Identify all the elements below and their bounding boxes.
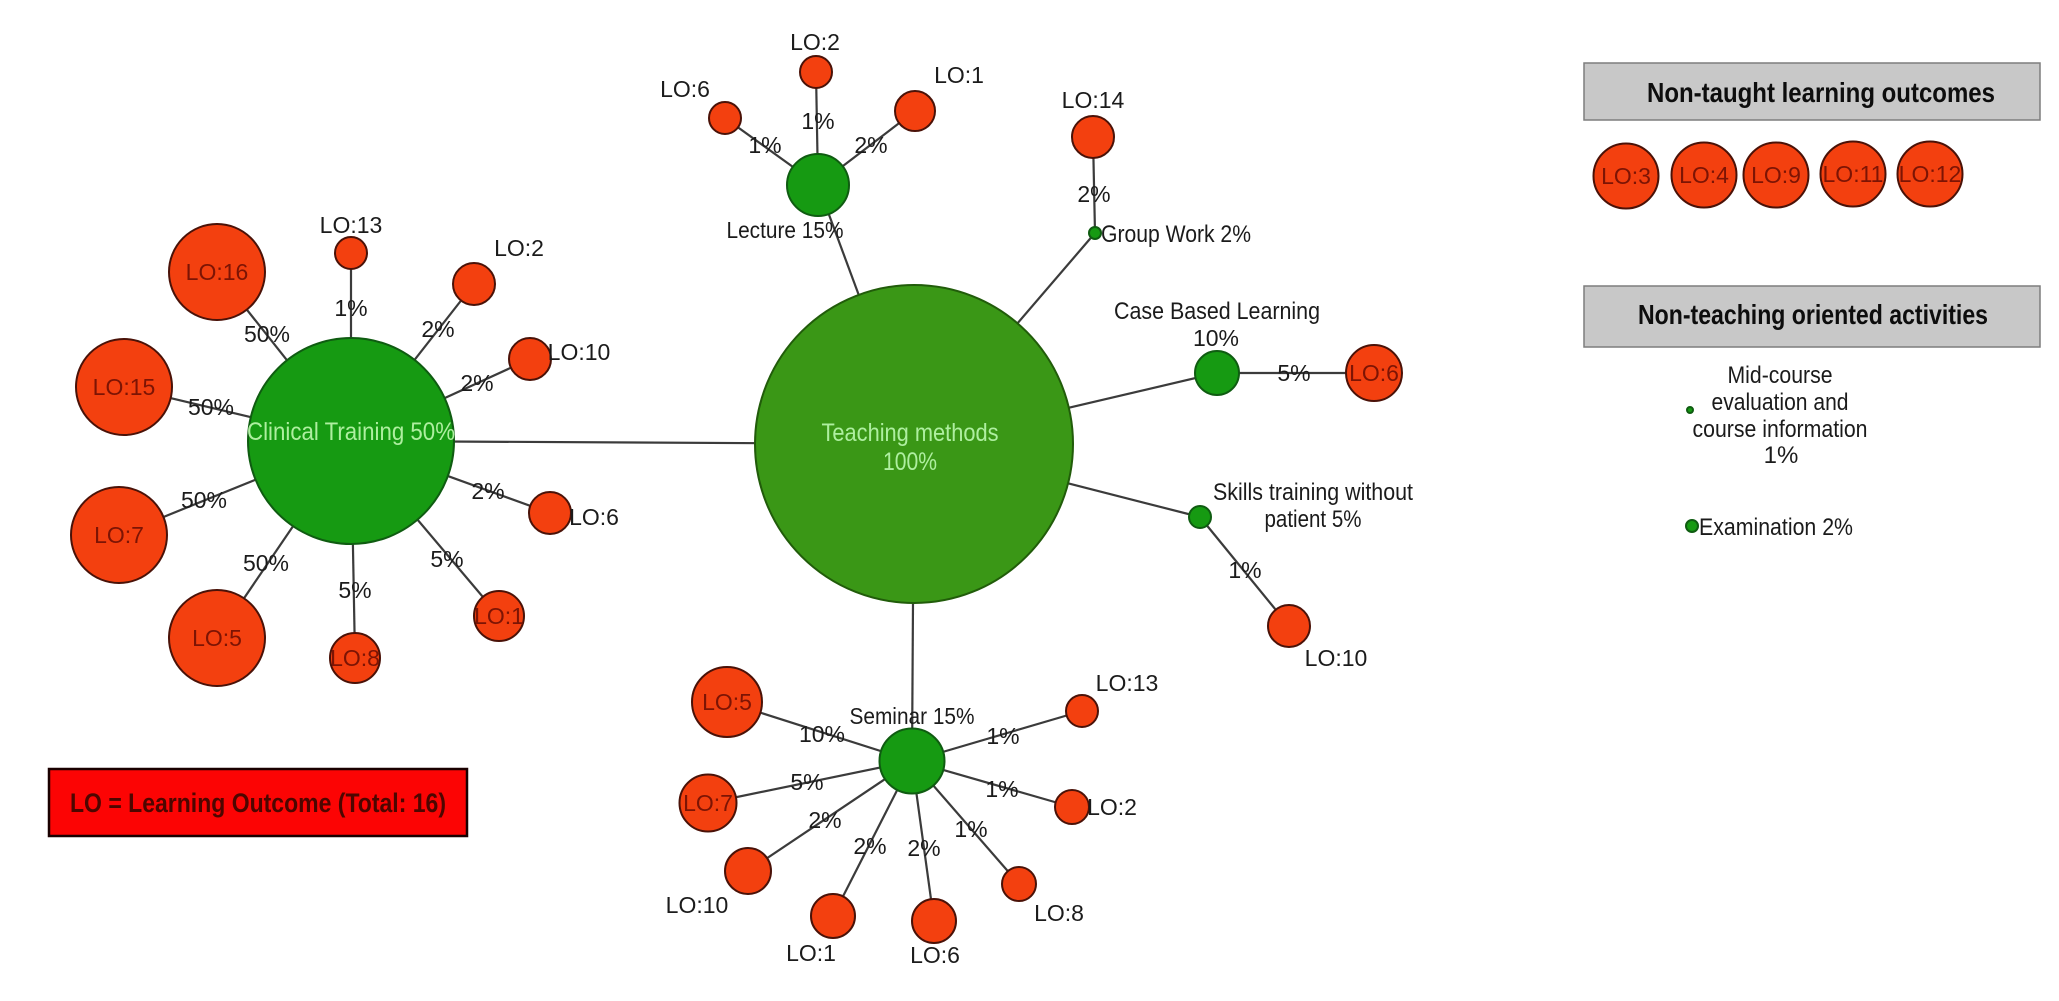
svg-text:LO:2: LO:2 xyxy=(494,235,544,261)
svg-text:2%: 2% xyxy=(853,833,886,859)
svg-text:5%: 5% xyxy=(430,546,463,572)
svg-text:LO:10: LO:10 xyxy=(666,892,729,918)
svg-text:2%: 2% xyxy=(808,807,841,833)
svg-text:50%: 50% xyxy=(181,487,227,513)
svg-text:patient 5%: patient 5% xyxy=(1265,506,1362,533)
svg-text:Seminar 15%: Seminar 15% xyxy=(850,703,975,729)
svg-text:LO:16: LO:16 xyxy=(186,259,249,285)
svg-text:LO:2: LO:2 xyxy=(1087,794,1137,820)
svg-text:10%: 10% xyxy=(1193,325,1239,351)
svg-text:LO:11: LO:11 xyxy=(1823,161,1884,187)
svg-text:1%: 1% xyxy=(986,723,1019,749)
svg-text:5%: 5% xyxy=(338,577,371,603)
svg-text:1%: 1% xyxy=(985,776,1018,802)
svg-text:1%: 1% xyxy=(801,108,834,134)
svg-text:5%: 5% xyxy=(790,769,823,795)
svg-text:1%: 1% xyxy=(954,816,987,842)
svg-text:Group Work 2%: Group Work 2% xyxy=(1101,221,1251,248)
svg-text:2%: 2% xyxy=(421,316,454,342)
svg-text:LO:10: LO:10 xyxy=(1305,645,1368,671)
svg-text:LO = Learning Outcome (Total:: LO = Learning Outcome (Total: 16) xyxy=(70,788,446,818)
svg-text:5%: 5% xyxy=(1277,360,1310,386)
svg-text:Non-taught learning outcomes: Non-taught learning outcomes xyxy=(1647,77,1995,108)
svg-text:LO:13: LO:13 xyxy=(320,212,383,238)
svg-text:LO:12: LO:12 xyxy=(1899,161,1962,187)
svg-text:LO:1: LO:1 xyxy=(786,940,836,966)
svg-text:1%: 1% xyxy=(1228,557,1261,583)
svg-text:Lecture 15%: Lecture 15% xyxy=(727,217,844,243)
svg-text:2%: 2% xyxy=(1077,181,1110,207)
svg-text:Non-teaching oriented activiti: Non-teaching oriented activities xyxy=(1638,299,1988,330)
svg-text:course information: course information xyxy=(1693,416,1868,443)
svg-text:LO:9: LO:9 xyxy=(1751,162,1801,188)
svg-text:LO:6: LO:6 xyxy=(910,942,960,968)
svg-text:LO:1: LO:1 xyxy=(934,62,984,88)
svg-text:2%: 2% xyxy=(907,835,940,861)
svg-text:Teaching methods: Teaching methods xyxy=(822,419,999,447)
svg-text:1%: 1% xyxy=(334,295,367,321)
svg-text:evaluation and: evaluation and xyxy=(1712,389,1849,416)
svg-text:2%: 2% xyxy=(460,370,493,396)
svg-text:1%: 1% xyxy=(748,132,781,158)
svg-text:50%: 50% xyxy=(244,321,290,347)
svg-text:LO:6: LO:6 xyxy=(1349,360,1399,386)
svg-text:1%: 1% xyxy=(1764,442,1799,469)
svg-text:LO:10: LO:10 xyxy=(548,339,611,365)
svg-text:LO:7: LO:7 xyxy=(94,522,144,548)
svg-text:Skills training without: Skills training without xyxy=(1213,479,1413,506)
svg-text:10%: 10% xyxy=(799,721,845,747)
svg-text:LO:6: LO:6 xyxy=(660,76,710,102)
svg-text:100%: 100% xyxy=(883,448,937,476)
svg-text:LO:4: LO:4 xyxy=(1679,162,1729,188)
svg-text:LO:14: LO:14 xyxy=(1062,87,1125,113)
svg-text:50%: 50% xyxy=(243,550,289,576)
svg-text:LO:5: LO:5 xyxy=(192,625,242,651)
svg-text:LO:6: LO:6 xyxy=(569,504,619,530)
svg-text:Case Based Learning: Case Based Learning xyxy=(1114,298,1320,325)
svg-text:LO:1: LO:1 xyxy=(474,603,524,629)
svg-text:LO:13: LO:13 xyxy=(1096,670,1159,696)
svg-text:LO:5: LO:5 xyxy=(702,689,752,715)
svg-text:50%: 50% xyxy=(188,394,234,420)
svg-text:Mid-course: Mid-course xyxy=(1728,362,1833,389)
svg-text:LO:15: LO:15 xyxy=(93,374,156,400)
svg-text:LO:3: LO:3 xyxy=(1601,163,1651,189)
svg-text:Clinical Training 50%: Clinical Training 50% xyxy=(247,418,455,446)
svg-text:LO:8: LO:8 xyxy=(1034,900,1084,926)
svg-text:2%: 2% xyxy=(471,478,504,504)
svg-text:Examination 2%: Examination 2% xyxy=(1699,514,1853,541)
svg-text:LO:7: LO:7 xyxy=(683,790,733,816)
svg-text:LO:2: LO:2 xyxy=(790,29,840,55)
svg-text:LO:8: LO:8 xyxy=(330,645,380,671)
svg-text:2%: 2% xyxy=(854,132,887,158)
